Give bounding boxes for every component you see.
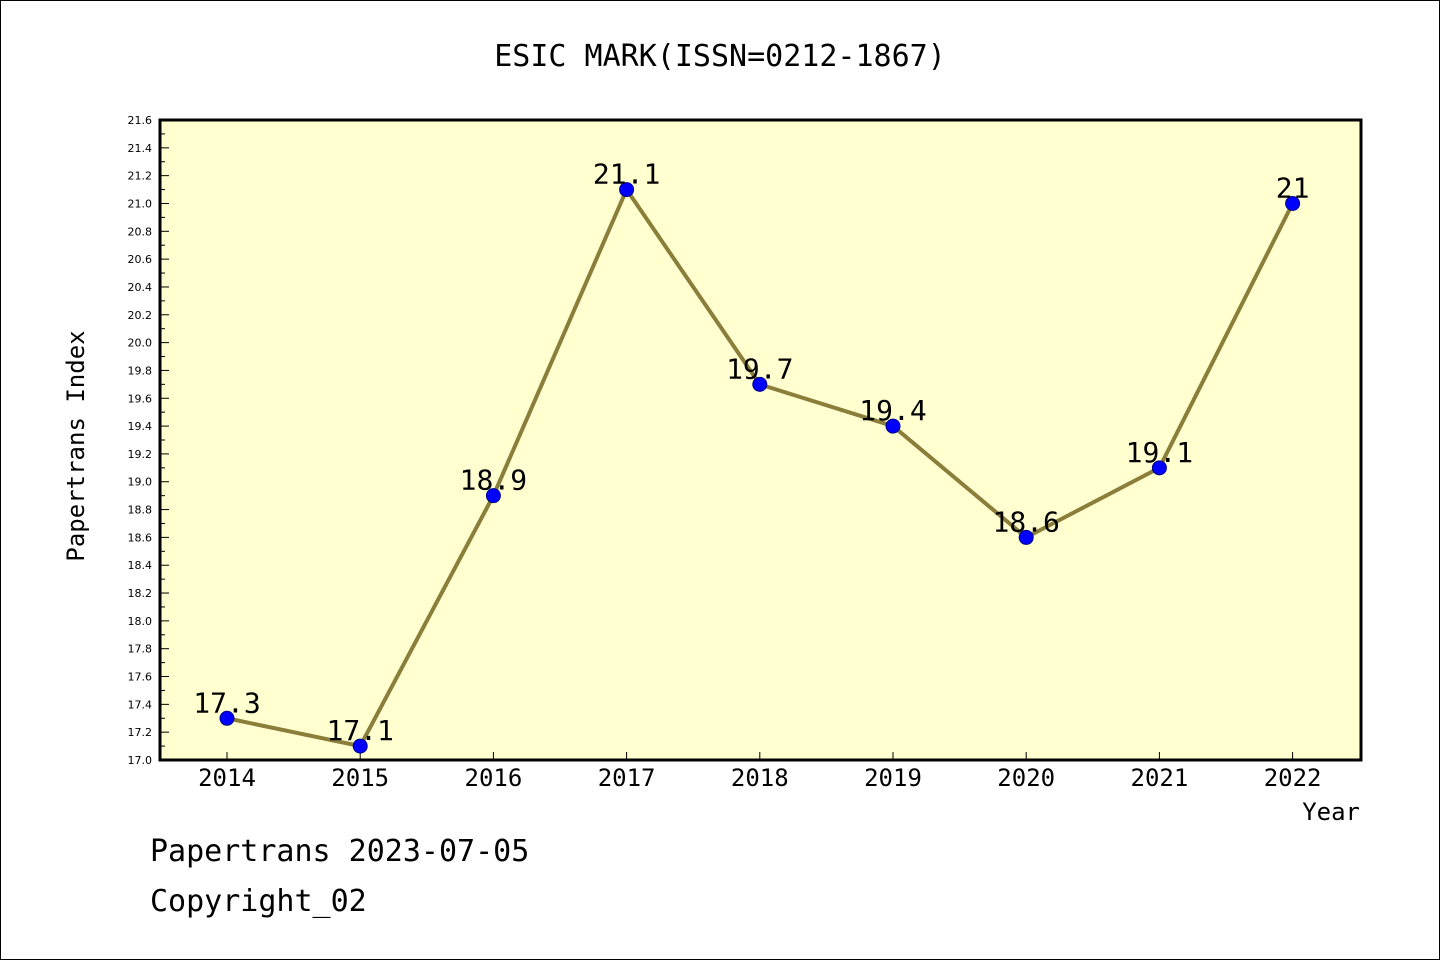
y-tick-label: 21.4 bbox=[128, 142, 153, 155]
data-label-2019: 19.4 bbox=[859, 394, 926, 427]
y-axis: 17.0 17.2 17.4 17.6 17.8 18.0 18.2 18.4 18.6 18.8… bbox=[128, 114, 169, 767]
y-tick-label: 18.8 bbox=[128, 504, 153, 517]
y-tick-label: 20.0 bbox=[128, 337, 153, 350]
data-point-2021 bbox=[1151, 460, 1167, 476]
chart-title: ESIC MARK(ISSN=0212-1867) bbox=[494, 39, 946, 74]
y-tick-label: 21.0 bbox=[128, 197, 153, 210]
data-point-2014 bbox=[219, 710, 235, 726]
y-tick-label: 20.8 bbox=[128, 225, 153, 238]
y-tick-label: 19.2 bbox=[128, 448, 153, 461]
x-axis: 2014 2015 2016 2017 2018 2019 2020 2021 2022 bbox=[198, 752, 1321, 792]
series-markers bbox=[219, 182, 1301, 754]
data-labels: 17.3 17.1 18.9 21.1 19.7 19.4 18.6 19.1 21 bbox=[193, 158, 1309, 748]
data-point-2022 bbox=[1285, 195, 1301, 211]
data-point-2015 bbox=[352, 738, 368, 754]
y-tick-label: 19.0 bbox=[128, 476, 153, 489]
x-tick-label: 2021 bbox=[1131, 764, 1189, 792]
y-tick-label: 21.6 bbox=[128, 114, 153, 127]
data-label-2020: 18.6 bbox=[992, 505, 1059, 538]
plot-border bbox=[158, 118, 1363, 762]
x-tick-label: 2014 bbox=[198, 764, 256, 792]
y-tick-label: 20.4 bbox=[128, 281, 153, 294]
data-point-2017 bbox=[619, 182, 635, 198]
x-tick-label: 2022 bbox=[1264, 764, 1322, 792]
y-tick-label: 20.2 bbox=[128, 309, 153, 322]
y-tick-label: 20.6 bbox=[128, 253, 153, 266]
data-label-2022: 21 bbox=[1276, 171, 1310, 204]
data-point-2020 bbox=[1018, 529, 1034, 545]
x-tick-label: 2020 bbox=[997, 764, 1055, 792]
y-tick-label: 19.4 bbox=[128, 420, 153, 433]
y-tick-label: 18.4 bbox=[128, 559, 153, 572]
data-label-2017: 21.1 bbox=[593, 158, 660, 191]
data-point-2018 bbox=[752, 376, 768, 392]
plot-area bbox=[160, 120, 1361, 760]
footer-source: Papertrans 2023-07-05 bbox=[150, 834, 530, 869]
y-tick-label: 17.0 bbox=[128, 754, 153, 767]
y-tick-label: 18.0 bbox=[128, 615, 153, 628]
data-label-2015: 17.1 bbox=[326, 714, 393, 747]
x-tick-label: 2019 bbox=[864, 764, 922, 792]
y-tick-label: 18.2 bbox=[128, 587, 153, 600]
y-tick-label: 17.2 bbox=[128, 726, 153, 739]
y-tick-label: 18.6 bbox=[128, 531, 153, 544]
footer-copyright: Copyright_02 bbox=[150, 884, 367, 919]
y-tick-label: 19.8 bbox=[128, 364, 153, 377]
y-tick-label: 17.6 bbox=[128, 671, 153, 684]
y-tick-label: 17.8 bbox=[128, 643, 153, 656]
x-tick-label: 2016 bbox=[465, 764, 523, 792]
data-label-2021: 19.1 bbox=[1126, 436, 1193, 469]
y-tick-label: 17.4 bbox=[128, 698, 153, 711]
x-tick-label: 2018 bbox=[731, 764, 789, 792]
y-tick-label: 19.6 bbox=[128, 392, 153, 405]
data-label-2016: 18.9 bbox=[460, 464, 527, 497]
y-tick-label: 21.2 bbox=[128, 170, 153, 183]
x-axis-title: Year bbox=[1302, 798, 1360, 826]
data-point-2019 bbox=[885, 418, 901, 434]
x-tick-label: 2015 bbox=[331, 764, 389, 792]
y-axis-title: Papertrans Index bbox=[62, 330, 90, 561]
data-label-2014: 17.3 bbox=[193, 686, 260, 719]
data-point-2016 bbox=[485, 488, 501, 504]
x-tick-label: 2017 bbox=[598, 764, 656, 792]
data-label-2018: 19.7 bbox=[726, 352, 793, 385]
